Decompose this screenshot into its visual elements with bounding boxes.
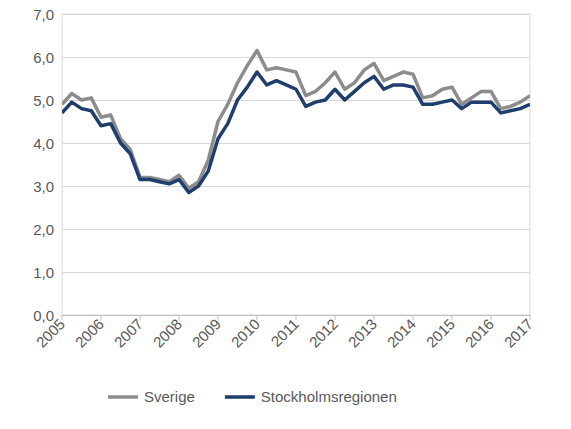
x-tick-label: 2011 <box>267 315 302 350</box>
y-tick-label: 4,0 <box>33 135 54 152</box>
x-tick-label: 2014 <box>384 315 420 351</box>
y-tick-label: 6,0 <box>33 49 54 66</box>
x-tick <box>218 315 219 320</box>
x-tick <box>452 315 453 320</box>
x-tick <box>101 315 102 320</box>
x-tick <box>140 315 141 320</box>
x-tick <box>179 315 180 320</box>
x-tick <box>491 315 492 320</box>
x-tick-label: 2016 <box>462 315 498 351</box>
x-tick-label: 2008 <box>150 315 186 351</box>
chart: 0,01,02,03,04,05,06,07,02005200620072008… <box>0 0 571 429</box>
x-tick-label: 2005 <box>33 315 69 351</box>
x-tick-label: 2010 <box>228 315 264 351</box>
x-tick <box>62 315 63 320</box>
y-tick-label: 7,0 <box>33 6 54 23</box>
grid-line <box>62 14 530 15</box>
series-group <box>62 51 530 193</box>
x-tick-label: 2009 <box>189 315 225 351</box>
y-tick-label: 2,0 <box>33 221 54 238</box>
x-tick <box>257 315 258 320</box>
x-tick-label: 2017 <box>501 315 537 351</box>
plot-area <box>62 14 530 315</box>
legend-label: Stockholmsregionen <box>261 388 397 405</box>
grid-line <box>62 57 530 58</box>
x-tick <box>530 315 531 320</box>
line-series <box>62 72 530 192</box>
x-tick <box>374 315 375 320</box>
legend-swatch <box>108 395 138 399</box>
legend-swatch <box>225 395 255 399</box>
grid-line <box>62 186 530 187</box>
grid-line <box>62 272 530 273</box>
x-tick <box>296 315 297 320</box>
y-tick-label: 1,0 <box>33 264 54 281</box>
y-tick-label: 5,0 <box>33 92 54 109</box>
x-tick <box>413 315 414 320</box>
legend-label: Sverige <box>144 388 195 405</box>
grid-line <box>62 229 530 230</box>
x-tick-label: 2013 <box>345 315 381 351</box>
y-tick-label: 3,0 <box>33 178 54 195</box>
x-tick-label: 2006 <box>72 315 108 351</box>
x-tick-label: 2015 <box>423 315 459 351</box>
grid-line <box>62 143 530 144</box>
x-tick <box>335 315 336 320</box>
x-tick-label: 2012 <box>306 315 342 351</box>
x-tick-label: 2007 <box>111 315 147 351</box>
line-series <box>62 51 530 189</box>
